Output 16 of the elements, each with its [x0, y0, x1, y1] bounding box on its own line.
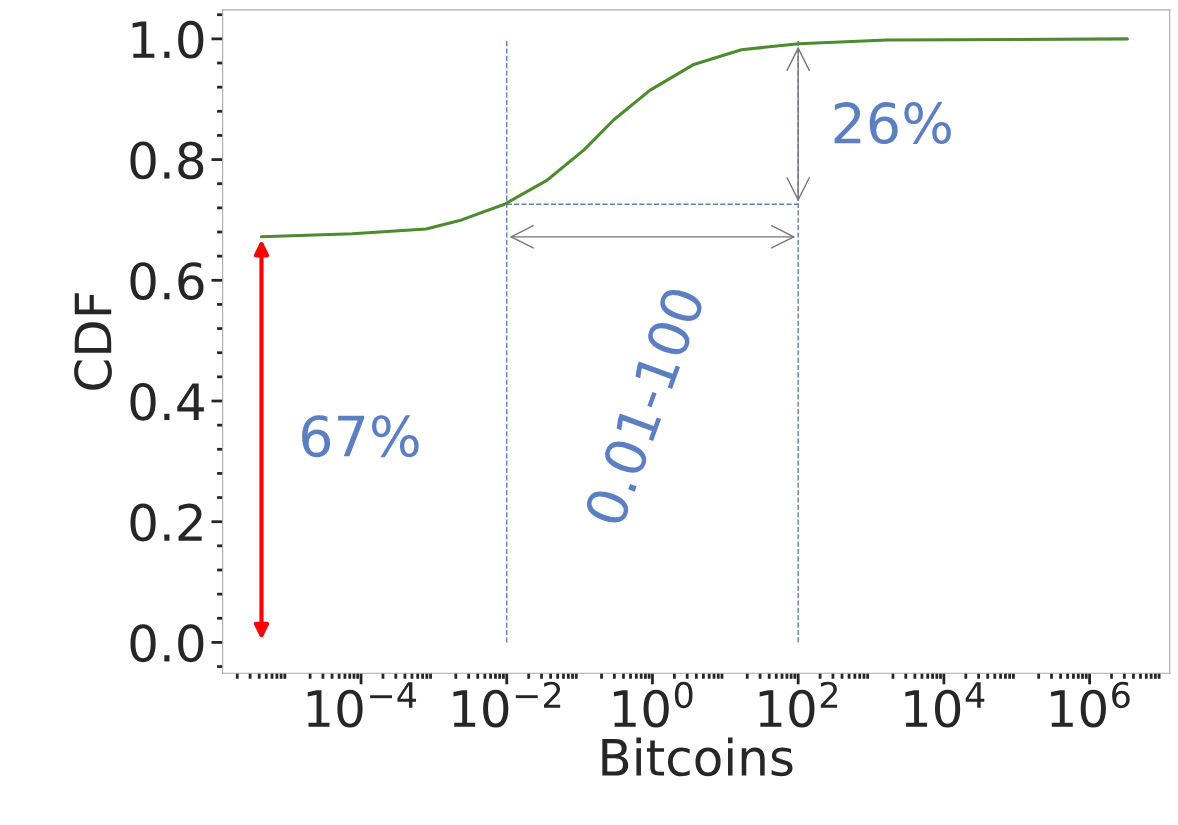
x-tick-label: 10$^{4}$: [905, 682, 985, 728]
x-tick-label: 10$^{0}$: [613, 681, 693, 728]
y-axis-title: CDF: [74, 293, 112, 390]
y-tick-label: 0.8: [130, 141, 204, 180]
x-axis-title: Bitcoins: [602, 737, 793, 777]
annotation: 26%: [834, 102, 951, 145]
y-tick-label: 0.4: [130, 382, 204, 421]
y-tick-label: 1.0: [132, 20, 204, 59]
x-tick-label: 10$^{6}$: [1051, 681, 1130, 728]
x-tick-label: 10$^{2}$: [759, 681, 838, 728]
annotation: 67%: [302, 415, 419, 458]
y-tick-label: 0.6: [130, 262, 204, 300]
x-tick-label: 10$^{−4}$: [307, 682, 417, 728]
y-tick-label: 0.2: [130, 503, 202, 542]
x-tick-label: 10$^{−2}$: [453, 681, 561, 728]
y-tick-label: 0.0: [130, 624, 204, 663]
